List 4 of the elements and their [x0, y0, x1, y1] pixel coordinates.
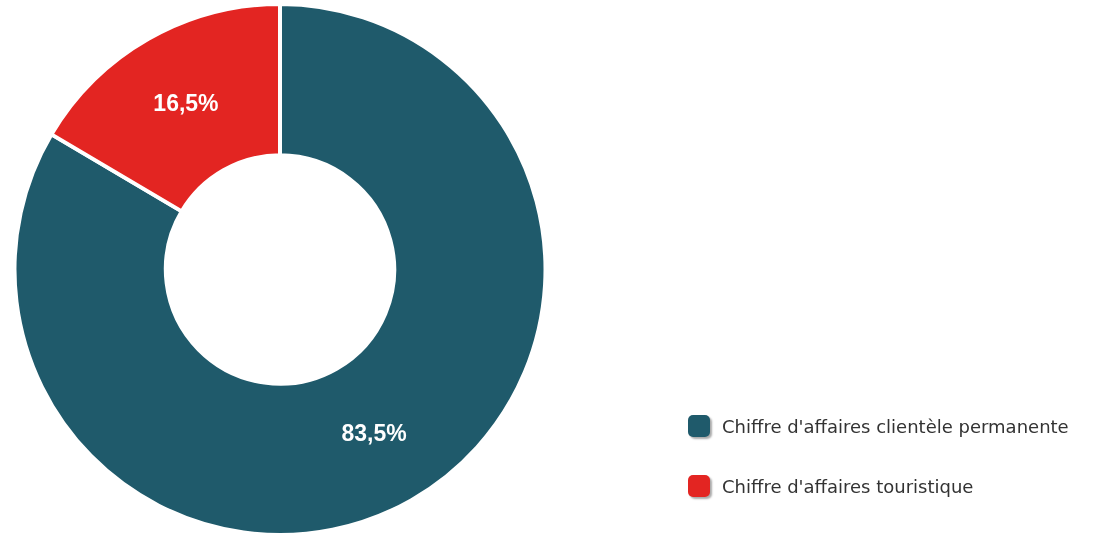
data-label: 83,5% [341, 419, 407, 446]
data-label: 16,5% [153, 89, 219, 116]
legend-label: Chiffre d'affaires touristique [722, 475, 974, 497]
legend-label: Chiffre d'affaires clientèle permanente [722, 415, 1069, 437]
